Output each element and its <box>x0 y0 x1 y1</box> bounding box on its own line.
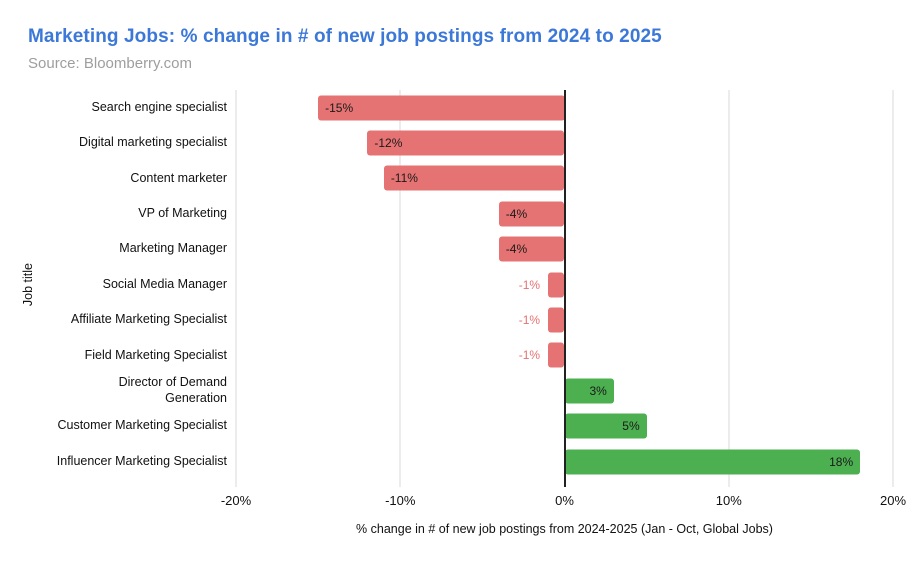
bar-row: -11% <box>236 161 893 196</box>
bar-value-label: -15% <box>325 100 354 115</box>
category-label: Marketing Manager <box>119 241 227 256</box>
bar <box>564 378 614 404</box>
gridline <box>728 90 730 487</box>
bar-row: 5% <box>236 409 893 444</box>
category-label: Customer Marketing Specialist <box>57 418 227 433</box>
category-label: Influencer Marketing Specialist <box>56 453 227 468</box>
bar <box>548 272 565 298</box>
bar <box>498 236 565 262</box>
chart-header: Marketing Jobs: % change in # of new job… <box>0 0 923 72</box>
x-axis-title-row: % change in # of new job postings from 2… <box>236 520 893 538</box>
x-tick-label: 20% <box>879 493 907 508</box>
bar <box>383 165 565 191</box>
gridline <box>399 90 401 487</box>
category-label: Content marketer <box>130 170 227 185</box>
category-label: Affiliate Marketing Specialist <box>70 312 227 327</box>
chart-title: Marketing Jobs: % change in # of new job… <box>28 26 662 47</box>
category-label: Director of Demand Generation <box>118 375 227 405</box>
gridline <box>235 90 237 487</box>
bar-row: -4% <box>236 196 893 231</box>
bar-value-label: -1% <box>518 313 541 328</box>
bar <box>548 307 565 333</box>
bar-value-label: -1% <box>518 277 541 292</box>
category-label: Digital marketing specialist <box>79 135 227 150</box>
bar-row: -1% <box>236 302 893 337</box>
bar-row: 18% <box>236 444 893 479</box>
bar-chart: Job title Search engine specialist Digita… <box>0 90 923 508</box>
gridline <box>892 90 894 487</box>
bar-value-label: -4% <box>505 206 528 221</box>
bar <box>367 130 565 156</box>
bar-row: 3% <box>236 373 893 408</box>
bar-value-label: -11% <box>390 171 418 186</box>
category-label: Search engine specialist <box>91 99 228 114</box>
bar-value-label: -4% <box>505 242 528 257</box>
y-axis-title-column: Job title <box>0 90 56 480</box>
plot-area: -20% -10% 0% 10% 20% -15% -12% -11% -4% -4% -1% -1%… <box>221 90 906 508</box>
category-label: Field Marketing Specialist <box>84 347 227 362</box>
bar <box>564 449 861 475</box>
bar-value-label: 3% <box>589 383 607 398</box>
category-label: Social Media Manager <box>102 276 227 291</box>
bar-row: -4% <box>236 232 893 267</box>
bar-value-label: -1% <box>518 348 541 363</box>
x-axis-title: % change in # of new job postings from 2… <box>356 522 773 536</box>
x-tick-label: 10% <box>715 493 742 508</box>
bar-value-label: 18% <box>829 454 854 469</box>
bar-value-label: 5% <box>622 419 640 434</box>
x-tick-label: 0% <box>555 493 574 508</box>
bar-row: -12% <box>236 125 893 160</box>
bar <box>498 201 565 227</box>
bar <box>318 95 565 121</box>
x-tick-label: -10% <box>385 493 416 508</box>
bar-value-label: -12% <box>374 136 403 151</box>
bar-row: -1% <box>236 338 893 373</box>
bar <box>548 342 565 368</box>
x-tick-label: -20% <box>220 493 252 508</box>
y-axis-title: Job title <box>21 263 35 307</box>
bar <box>564 413 647 439</box>
bar-row: -1% <box>236 267 893 302</box>
category-label: VP of Marketing <box>138 206 227 221</box>
zero-axis-line <box>563 90 566 487</box>
chart-source: Source: Bloomberry.com <box>28 55 192 72</box>
bar-row: -15% <box>236 90 893 125</box>
category-labels-column: Search engine specialist Digital marketin… <box>56 90 236 480</box>
